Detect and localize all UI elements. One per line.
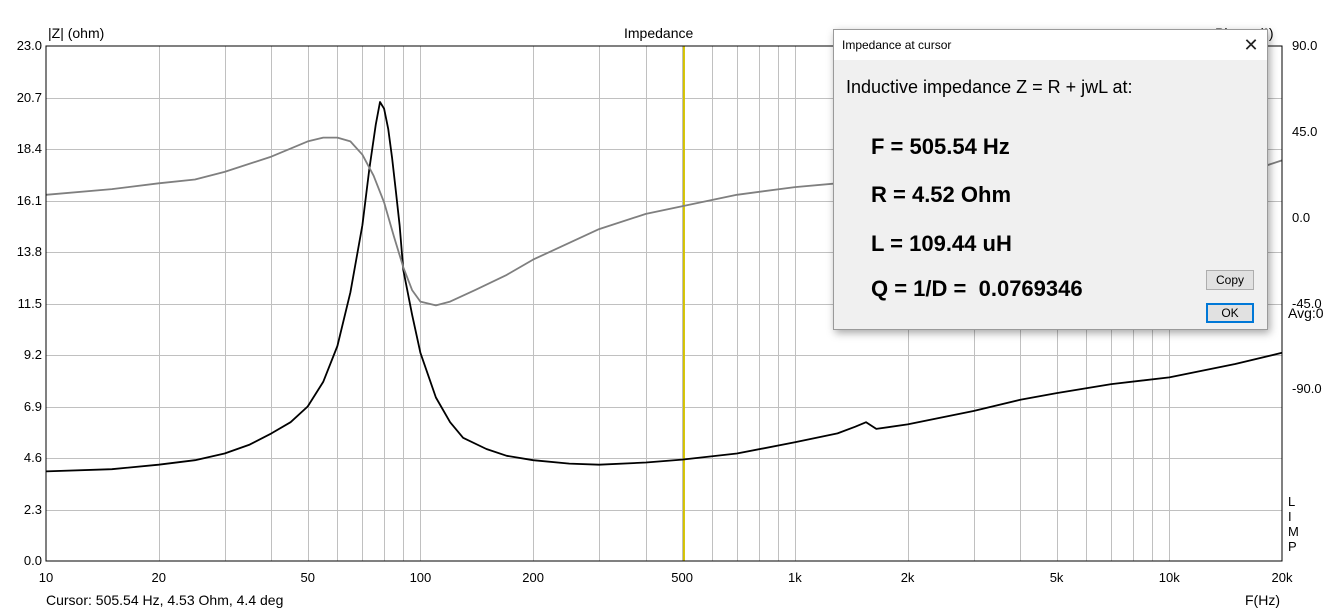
resistance-value: R = 4.52 Ohm [871,182,1012,207]
y-tick-label-left: 11.5 [17,295,42,311]
x-tick-label: 5k [1049,570,1064,585]
close-icon[interactable]: ✕ [1243,35,1259,55]
dialog-heading: Inductive impedance Z = R + jwL at: [846,77,1133,97]
right-annotation: Avg:0 [1288,305,1324,321]
x-tick-label: 1k [787,570,802,585]
limp-letter: P [1288,539,1297,554]
y-tick-label-right: 45.0 [1292,123,1318,139]
dialog-titlebar[interactable]: Impedance at cursor ✕ [834,30,1267,60]
y-tick-label-left: 20.7 [16,89,42,105]
y-tick-label-left: 18.4 [16,141,42,156]
limp-indicator: L I M P [1288,494,1300,554]
ok-button[interactable]: OK [1206,303,1254,323]
cursor-status: Cursor: 505.54 Hz, 4.53 Ohm, 4.4 deg [46,592,284,608]
y-tick-label-left: 4.6 [23,450,42,465]
y-tick-label-left: 16.1 [16,192,42,208]
y-tick-label-left: 23.0 [16,38,42,53]
y-tick-label-right: 90.0 [1292,38,1318,53]
x-tick-label: 500 [671,570,693,585]
y-tick-label-left: 9.2 [23,347,42,362]
impedance-curve [45,101,1283,473]
x-tick-label: 20k [1271,570,1293,585]
x-tick-label: 20 [151,570,166,585]
y-tick-label-left: 6.9 [23,398,42,414]
chart-title: Impedance [624,25,694,41]
q-value: Q = 1/D = 0.0769346 [871,276,1083,301]
x-tick-label: 100 [409,570,432,585]
x-tick-label: 10 [38,570,54,585]
x-axis-label: F(Hz) [1245,592,1280,608]
y-tick-label-left: 0.0 [23,553,42,568]
x-tick-label: 50 [300,570,315,585]
y-tick-label-left: 2.3 [23,501,42,517]
limp-letter: I [1288,509,1292,524]
limp-letter: M [1288,524,1299,539]
copy-button[interactable]: Copy [1206,270,1254,290]
y-tick-label-right: -90.0 [1292,381,1322,397]
y-tick-label-right: -45.0 [1292,295,1322,311]
x-tick-label: 10k [1158,570,1180,585]
plot-frame [45,45,1283,562]
y-axis-label-left: |Z| (ohm) [48,25,105,41]
y-tick-label-right: 0.0 [1292,209,1311,225]
limp-letter: L [1288,494,1296,509]
frequency-value: F = 505.54 Hz [871,134,1010,159]
dialog-title: Impedance at cursor [842,38,952,52]
x-tick-label: 200 [522,570,544,585]
inductance-value: L = 109.44 uH [871,231,1012,256]
y-tick-label-left: 13.8 [16,244,42,259]
impedance-at-cursor-dialog[interactable]: Impedance at cursor ✕ Inductive impedanc… [833,29,1268,330]
x-tick-label: 2k [900,570,915,585]
